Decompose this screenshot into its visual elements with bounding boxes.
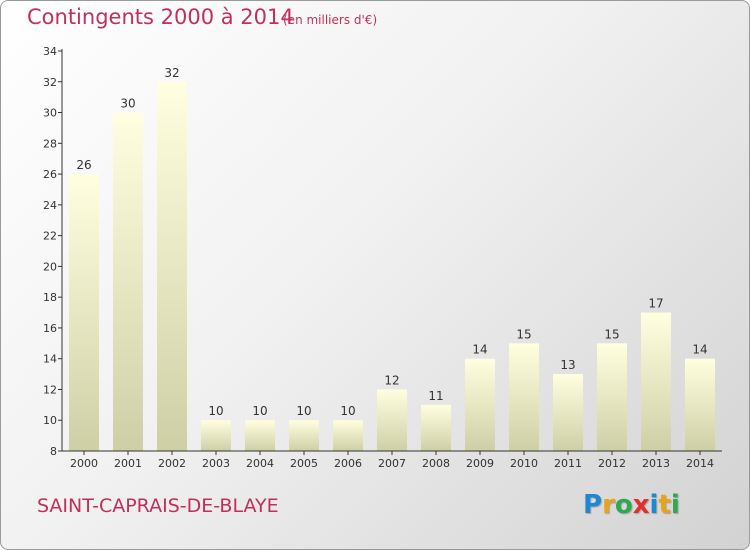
- x-tick-label: 2000: [70, 457, 98, 470]
- bar-value-label: 17: [648, 297, 663, 311]
- bar-value-label: 15: [516, 327, 531, 341]
- bar-value-label: 12: [384, 373, 399, 387]
- y-tick-label: 16: [43, 322, 57, 335]
- y-tick-label: 14: [43, 353, 57, 366]
- bar-value-label: 10: [340, 404, 355, 418]
- bar-value-label: 13: [560, 358, 575, 372]
- x-tick-label: 2001: [114, 457, 142, 470]
- chart-subtitle: (en milliers d'€): [283, 13, 378, 27]
- bar: [641, 312, 671, 451]
- y-tick-label: 18: [43, 291, 57, 304]
- x-tick-label: 2006: [334, 457, 362, 470]
- x-tick-label: 2014: [686, 457, 714, 470]
- y-tick-label: 28: [43, 137, 57, 150]
- bar-value-label: 32: [164, 66, 179, 80]
- y-tick-label: 34: [43, 45, 57, 58]
- proxiti-logo[interactable]: Proxiti: [583, 490, 680, 520]
- y-tick-label: 32: [43, 76, 57, 89]
- y-tick-label: 26: [43, 168, 57, 181]
- bar: [245, 420, 275, 451]
- y-tick-label: 24: [43, 199, 57, 212]
- town-name: SAINT-CAPRAIS-DE-BLAYE: [37, 495, 279, 517]
- y-tick-label: 10: [43, 414, 57, 427]
- y-tick-label: 8: [50, 445, 57, 458]
- bar-value-label: 11: [428, 389, 443, 403]
- bar: [157, 81, 187, 452]
- logo-letter: r: [602, 490, 615, 520]
- bar-value-label: 14: [472, 343, 487, 357]
- x-tick-label: 2007: [378, 457, 406, 470]
- y-tick-label: 20: [43, 260, 57, 273]
- bar: [113, 112, 143, 452]
- bar-value-label: 10: [252, 404, 267, 418]
- logo-letter: x: [632, 490, 650, 520]
- x-tick-label: 2005: [290, 457, 318, 470]
- bar-value-label: 30: [120, 97, 135, 111]
- logo-letter: t: [658, 490, 671, 520]
- logo-letter: P: [583, 490, 603, 520]
- bar-value-label: 26: [76, 158, 91, 172]
- x-tick-label: 2012: [598, 457, 626, 470]
- bar: [465, 358, 495, 451]
- bar: [333, 420, 363, 451]
- bar: [377, 389, 407, 451]
- bar-value-label: 14: [692, 343, 707, 357]
- bar: [69, 174, 99, 452]
- bar: [421, 404, 451, 451]
- x-tick-label: 2003: [202, 457, 230, 470]
- x-tick-label: 2010: [510, 457, 538, 470]
- bar: [553, 374, 583, 451]
- x-tick-label: 2004: [246, 457, 274, 470]
- logo-letter: i: [670, 490, 680, 520]
- bar: [685, 358, 715, 451]
- bar-value-label: 10: [208, 404, 223, 418]
- x-tick-label: 2009: [466, 457, 494, 470]
- bar: [289, 420, 319, 451]
- x-tick-label: 2011: [554, 457, 582, 470]
- y-tick-label: 22: [43, 230, 57, 243]
- y-tick-label: 12: [43, 383, 57, 396]
- logo-letter: i: [649, 490, 659, 520]
- bar: [509, 343, 539, 451]
- x-tick-label: 2002: [158, 457, 186, 470]
- bar: [597, 343, 627, 451]
- bar-value-label: 15: [604, 327, 619, 341]
- x-tick-label: 2013: [642, 457, 670, 470]
- bar-value-label: 10: [296, 404, 311, 418]
- logo-letter: o: [614, 490, 633, 520]
- bar: [201, 420, 231, 451]
- y-tick-label: 30: [43, 107, 57, 120]
- x-tick-label: 2008: [422, 457, 450, 470]
- chart-title: Contingents 2000 à 2014: [27, 5, 294, 29]
